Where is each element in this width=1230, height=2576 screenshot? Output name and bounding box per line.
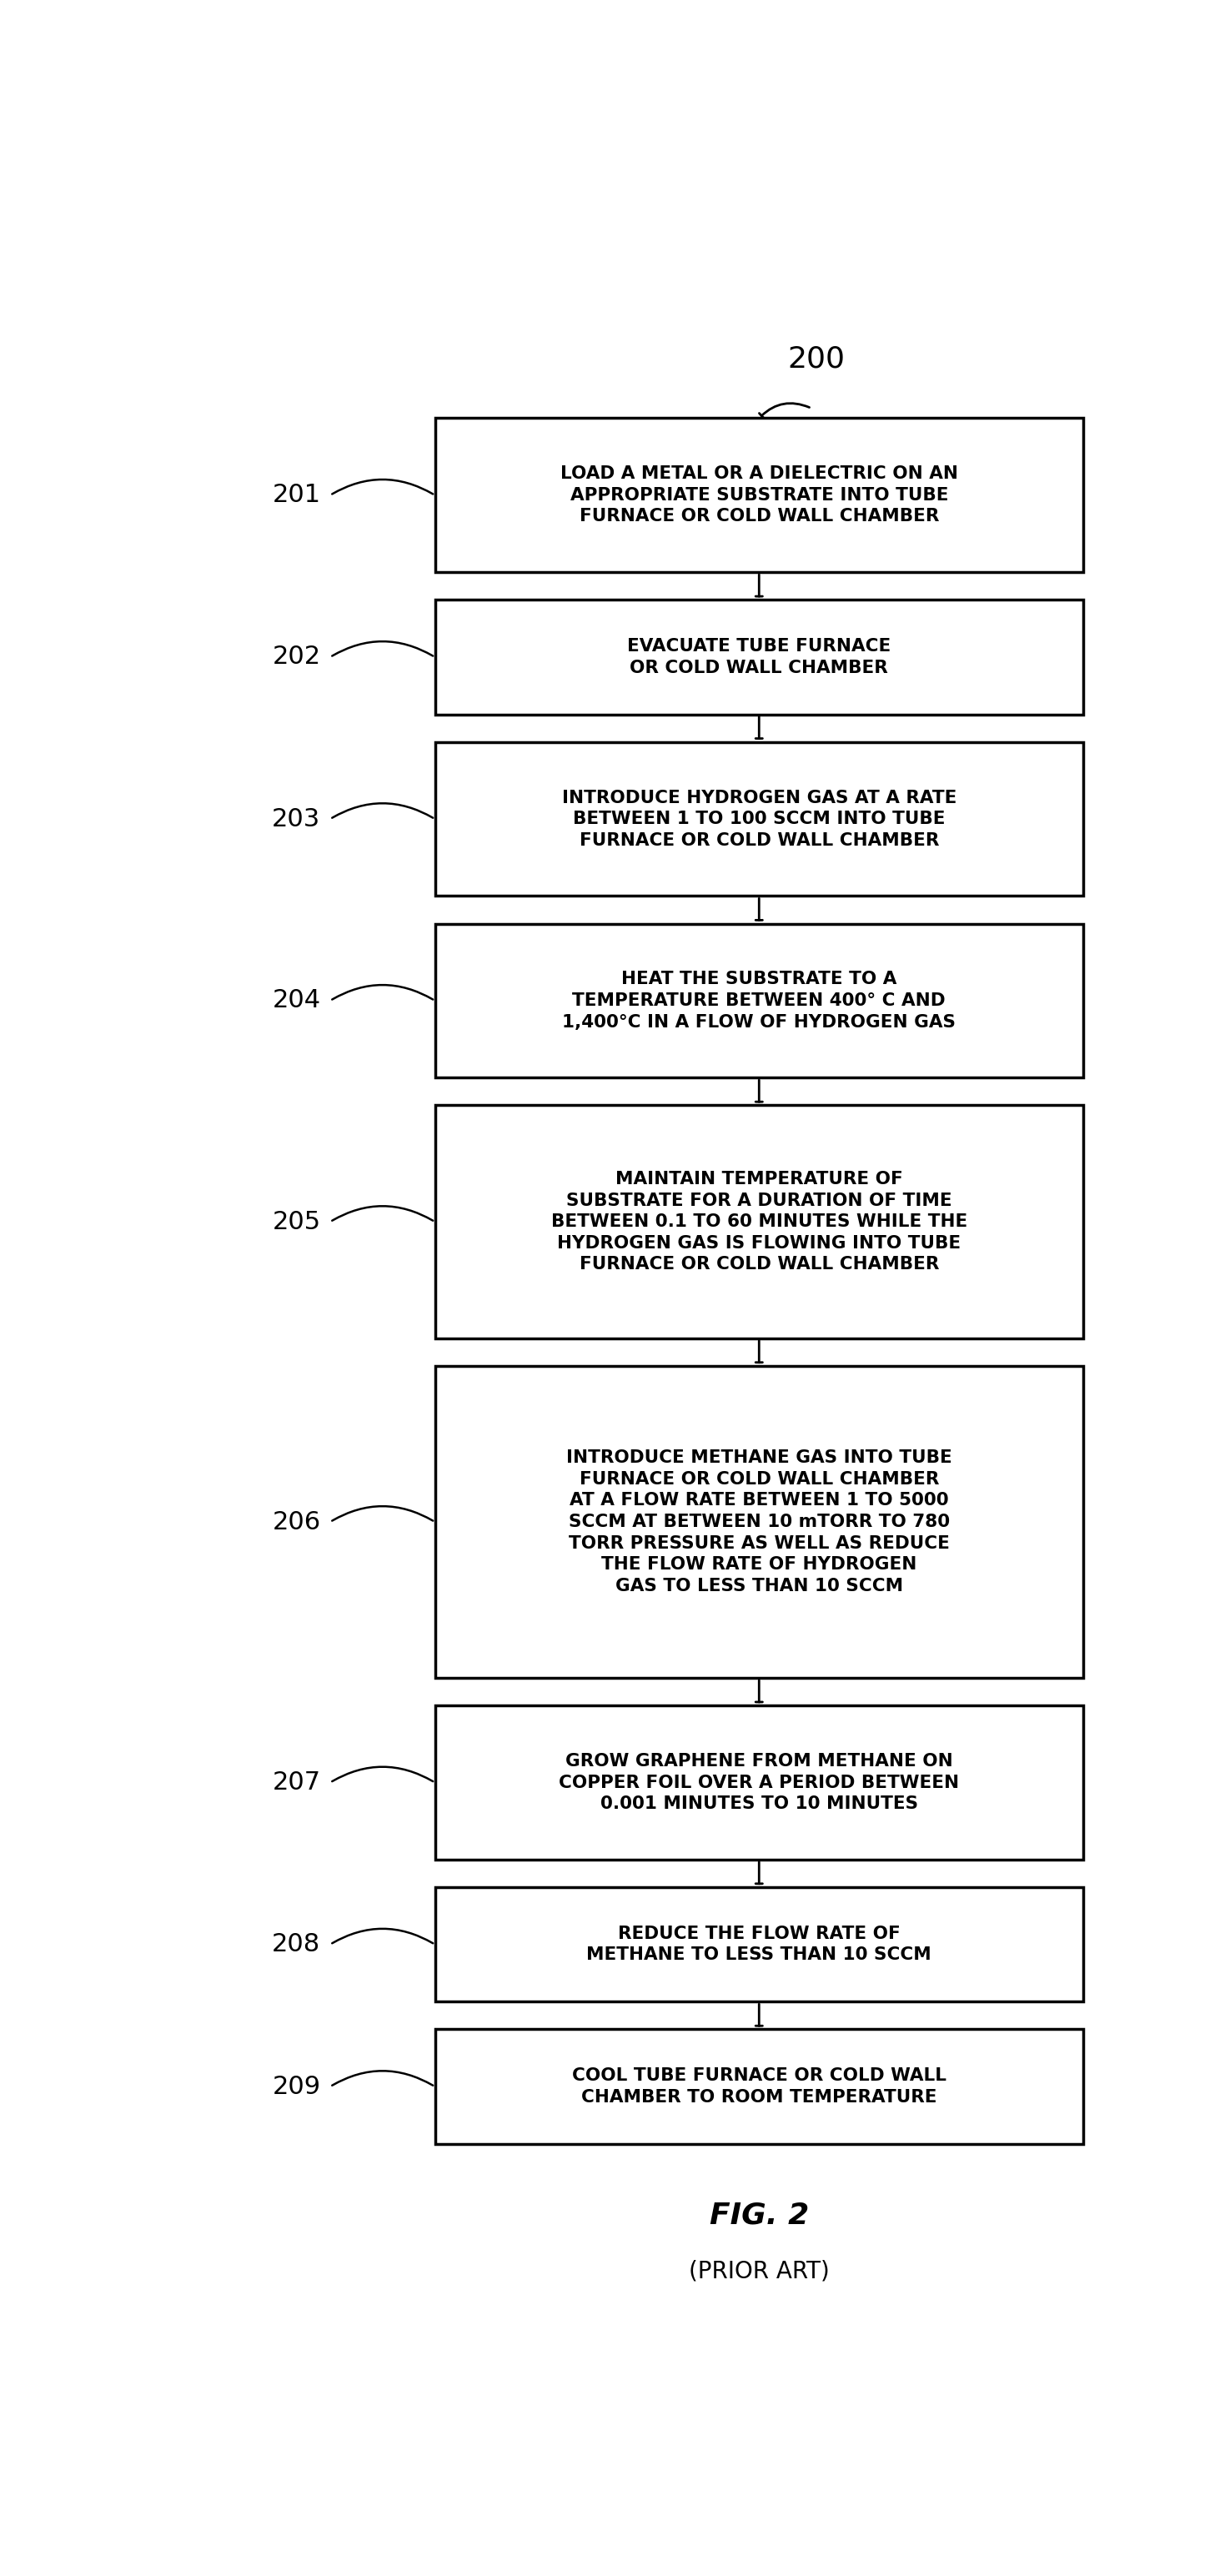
Bar <box>435 600 1084 714</box>
Text: 208: 208 <box>272 1932 321 1958</box>
Text: 202: 202 <box>272 644 321 670</box>
Text: GROW GRAPHENE FROM METHANE ON
COPPER FOIL OVER A PERIOD BETWEEN
0.001 MINUTES TO: GROW GRAPHENE FROM METHANE ON COPPER FOI… <box>558 1752 959 1814</box>
Bar <box>435 1365 1084 1677</box>
Text: 200: 200 <box>787 345 845 374</box>
Text: 204: 204 <box>272 989 321 1012</box>
Bar <box>435 1105 1084 1340</box>
Text: INTRODUCE HYDROGEN GAS AT A RATE
BETWEEN 1 TO 100 SCCM INTO TUBE
FURNACE OR COLD: INTRODUCE HYDROGEN GAS AT A RATE BETWEEN… <box>562 788 957 848</box>
Text: MAINTAIN TEMPERATURE OF
SUBSTRATE FOR A DURATION OF TIME
BETWEEN 0.1 TO 60 MINUT: MAINTAIN TEMPERATURE OF SUBSTRATE FOR A … <box>551 1170 967 1273</box>
Text: LOAD A METAL OR A DIELECTRIC ON AN
APPROPRIATE SUBSTRATE INTO TUBE
FURNACE OR CO: LOAD A METAL OR A DIELECTRIC ON AN APPRO… <box>560 466 958 526</box>
Text: REDUCE THE FLOW RATE OF
METHANE TO LESS THAN 10 SCCM: REDUCE THE FLOW RATE OF METHANE TO LESS … <box>587 1924 931 1963</box>
Bar <box>435 742 1084 896</box>
Bar <box>435 1705 1084 1860</box>
Text: FIG. 2: FIG. 2 <box>710 2200 809 2228</box>
Text: INTRODUCE METHANE GAS INTO TUBE
FURNACE OR COLD WALL CHAMBER
AT A FLOW RATE BETW: INTRODUCE METHANE GAS INTO TUBE FURNACE … <box>566 1450 952 1595</box>
Text: 206: 206 <box>272 1510 321 1535</box>
Text: 201: 201 <box>272 484 321 507</box>
Bar <box>435 925 1084 1077</box>
Text: COOL TUBE FURNACE OR COLD WALL
CHAMBER TO ROOM TEMPERATURE: COOL TUBE FURNACE OR COLD WALL CHAMBER T… <box>572 2069 946 2105</box>
Text: 207: 207 <box>272 1770 321 1795</box>
Text: 203: 203 <box>272 806 321 832</box>
Bar <box>435 417 1084 572</box>
Text: HEAT THE SUBSTRATE TO A
TEMPERATURE BETWEEN 400° C AND
1,400°C IN A FLOW OF HYDR: HEAT THE SUBSTRATE TO A TEMPERATURE BETW… <box>562 971 956 1030</box>
Bar <box>435 2030 1084 2143</box>
Bar <box>435 1888 1084 2002</box>
Text: (PRIOR ART): (PRIOR ART) <box>689 2259 829 2282</box>
Text: EVACUATE TUBE FURNACE
OR COLD WALL CHAMBER: EVACUATE TUBE FURNACE OR COLD WALL CHAMB… <box>627 639 891 675</box>
Text: 209: 209 <box>272 2074 321 2099</box>
Text: 205: 205 <box>272 1211 321 1234</box>
